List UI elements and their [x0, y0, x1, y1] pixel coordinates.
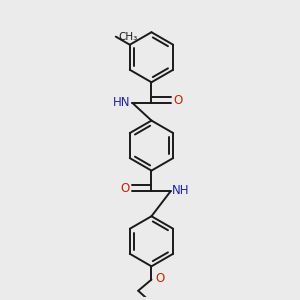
Text: NH: NH — [172, 184, 190, 197]
Text: HN: HN — [113, 96, 131, 109]
Text: CH₃: CH₃ — [118, 32, 137, 42]
Text: O: O — [120, 182, 129, 195]
Text: O: O — [174, 94, 183, 106]
Text: O: O — [155, 272, 164, 286]
